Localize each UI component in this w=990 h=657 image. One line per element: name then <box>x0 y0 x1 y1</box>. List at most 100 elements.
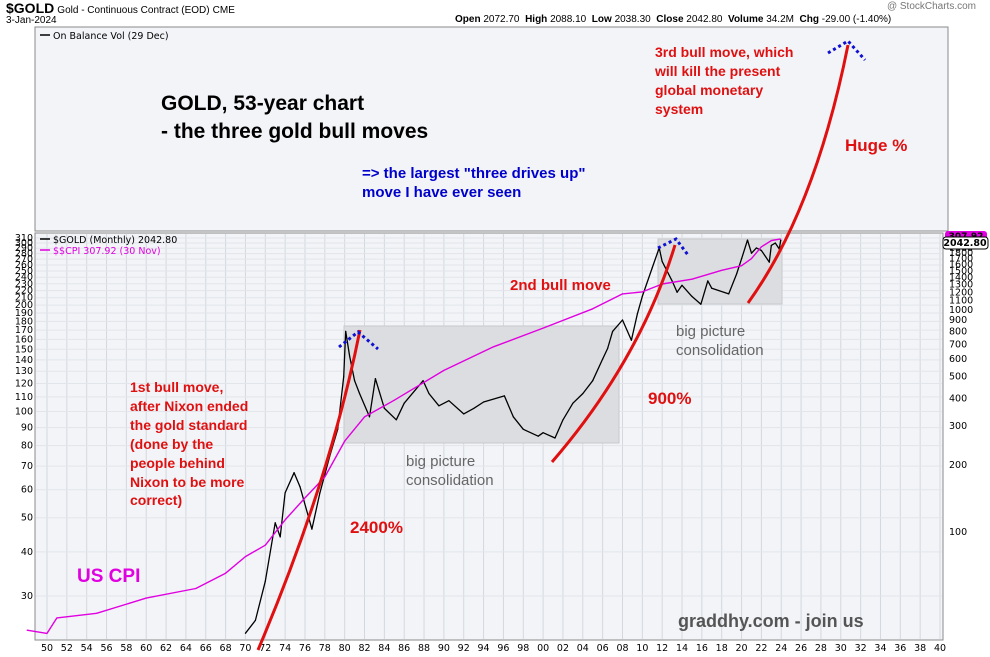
gold-legend-label: $GOLD (Monthly) 2042.80 <box>53 235 177 246</box>
x-tick-label: 26 <box>795 643 807 654</box>
x-tick-label: 80 <box>339 643 351 654</box>
promo-text: graddhy.com - join us <box>678 611 864 631</box>
x-tick-label: 36 <box>894 643 906 654</box>
x-tick-label: 96 <box>497 643 509 654</box>
first-bull-line-7: correct) <box>130 492 182 508</box>
gold-point <box>349 355 351 357</box>
x-tick-label: 12 <box>656 643 668 654</box>
left-tick-label: 120 <box>15 378 33 389</box>
first-bull-line-5: people behind <box>130 455 225 471</box>
right-tick-label: 400 <box>949 393 967 404</box>
cpi-point <box>56 617 58 619</box>
right-tick-label: 1600 <box>949 260 973 271</box>
x-tick-label: 18 <box>716 643 728 654</box>
first-bull-line-2: after Nixon ended <box>130 398 248 414</box>
three-drives-line-2: move I have ever seen <box>362 184 521 201</box>
x-tick-label: 70 <box>239 643 251 654</box>
x-tick-label: 30 <box>835 643 847 654</box>
left-tick-label: 170 <box>15 325 33 336</box>
x-tick-label: 16 <box>696 643 708 654</box>
right-tick-label: 1800 <box>949 248 973 259</box>
consolidation-box-1 <box>343 325 620 444</box>
symbol: $GOLD <box>6 0 55 16</box>
gold-point <box>279 536 281 538</box>
close-label: Close <box>656 14 684 25</box>
cpi-point <box>542 327 544 329</box>
consolidation-2-line-1: big picture <box>676 323 745 340</box>
cpi-point <box>750 258 753 260</box>
cpi-point <box>779 238 781 240</box>
x-tick-label: 74 <box>279 643 291 654</box>
x-tick-label: 78 <box>319 643 331 654</box>
gold-point <box>602 358 604 360</box>
volume-value: 34.2M <box>766 14 794 25</box>
cpi-point <box>264 544 266 546</box>
third-bull-line-1: 3rd bull move, which <box>655 44 793 60</box>
first-bull-line-1: 1st bull move, <box>130 379 223 395</box>
left-tick-label: 220 <box>15 286 33 297</box>
bull-arc-1 <box>256 329 362 651</box>
gold-point <box>770 244 772 247</box>
first-bull-line-4: (done by the <box>130 436 213 452</box>
gold-point <box>621 319 624 321</box>
right-tick-label: 100 <box>949 527 967 538</box>
gold-point <box>438 405 440 407</box>
x-tick-label: 32 <box>855 643 867 654</box>
gold-point <box>554 437 556 439</box>
gold-point <box>641 295 643 297</box>
gold-point <box>768 261 770 263</box>
right-tick-label: 1700 <box>949 254 973 265</box>
left-tick-label: 40 <box>21 547 33 558</box>
x-tick-label: 86 <box>398 643 410 654</box>
header-date: 3-Jan-2024 <box>6 15 57 26</box>
x-tick-label: 64 <box>180 643 192 654</box>
gold-point <box>691 295 693 297</box>
gold-point <box>572 402 574 404</box>
gold-point <box>760 249 763 252</box>
gold-point <box>592 380 594 382</box>
left-tick-label: 310 <box>15 233 33 244</box>
gold-point <box>746 239 749 241</box>
low-value: 2038.30 <box>614 14 651 25</box>
x-tick-label: 66 <box>200 643 212 654</box>
first-bull-line-6: Nixon to be more <box>130 474 245 490</box>
volume-label: Volume <box>728 14 764 25</box>
left-tick-label: 90 <box>21 423 33 434</box>
gold-point <box>374 378 377 380</box>
x-tick-label: 98 <box>517 643 529 654</box>
gold-legend: $GOLD (Monthly) 2042.80 <box>40 235 177 246</box>
gold-last-tag: 2042.80 <box>942 236 989 250</box>
us-cpi-label: US CPI <box>77 566 140 587</box>
gold-point <box>522 428 524 430</box>
cpi-point <box>244 555 247 558</box>
cpi-point <box>304 497 306 499</box>
cpi-point <box>344 440 346 442</box>
bull-arc-2 <box>550 244 677 463</box>
first-bull-note: 1st bull move, after Nixon ended the gol… <box>130 379 248 508</box>
watermark: @ StockCharts.com <box>886 1 976 12</box>
ohlc-readout: Open 2072.70 High 2088.10 Low 2038.30 Cl… <box>455 14 891 25</box>
gold-point <box>661 260 663 263</box>
gold-point <box>542 432 544 434</box>
right-tick-label: 700 <box>949 339 967 350</box>
chg-label: Chg <box>799 14 819 25</box>
cpi-legend: $$CPI 307.92 (30 Nov) <box>40 246 161 257</box>
exchange: CME <box>212 5 235 16</box>
cpi-point <box>363 416 366 418</box>
cpi-point <box>284 519 286 521</box>
drive-marker-3 <box>827 39 867 62</box>
gold-point <box>503 395 506 397</box>
low-label: Low <box>591 14 612 25</box>
x-tick-label: 92 <box>458 643 470 654</box>
high-label: High <box>525 14 548 25</box>
gold-point <box>264 580 266 582</box>
right-tick-label: 1300 <box>949 280 973 291</box>
cpi-point <box>225 572 227 574</box>
gold-last-value: 2042.80 <box>943 238 987 249</box>
cpi-point <box>691 278 693 280</box>
gold-point <box>630 339 633 341</box>
third-bull-line-4: system <box>655 101 703 117</box>
consolidation-1-line-2: consolidation <box>406 472 494 489</box>
cpi-point <box>195 587 197 590</box>
left-tick-label: 60 <box>21 485 33 496</box>
